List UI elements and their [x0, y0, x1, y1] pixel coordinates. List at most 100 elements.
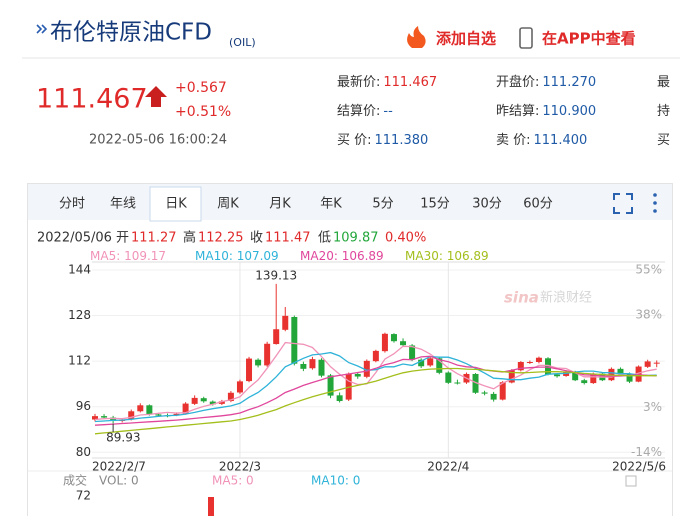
candle-body	[490, 393, 497, 400]
volume-y-tick: 72	[76, 489, 91, 503]
fullscreen-icon[interactable]	[613, 193, 633, 214]
candle-body	[427, 358, 434, 366]
tab[interactable]: 周K	[217, 197, 239, 212]
quote-field: 买 价: 111.380	[337, 133, 428, 148]
quote-field: 开盘价: 111.270	[496, 74, 596, 90]
legend-name: MA5	[90, 249, 116, 263]
candle-body	[110, 417, 117, 421]
volume-ma5: MA5: 0	[212, 474, 254, 488]
candle-body	[363, 360, 370, 377]
quote-field: 买	[657, 133, 670, 148]
volume-icon[interactable]	[625, 475, 637, 487]
x-tick-label: 2022/5/6	[612, 460, 666, 474]
y-tick-label: 112	[68, 354, 91, 368]
tab[interactable]: 15分	[420, 197, 450, 212]
tab[interactable]: 月K	[269, 197, 291, 212]
tab[interactable]: 60分	[523, 197, 553, 212]
field-label: 卖 价:	[496, 133, 531, 148]
candle-body	[173, 413, 180, 416]
add-watchlist-button[interactable]: 添加自选	[407, 26, 496, 48]
legend-entry: MA20: 106.89	[300, 249, 384, 263]
legend-name: MA10	[195, 249, 229, 263]
watermark-name: 新浪财经	[540, 290, 592, 306]
change-pct: +0.51%	[175, 104, 231, 120]
field-value: 111.467	[383, 75, 437, 90]
candle-body	[345, 373, 352, 400]
volume-bar	[208, 497, 214, 516]
candle-body	[626, 373, 633, 382]
candle-body	[481, 392, 488, 394]
candle-body	[137, 405, 144, 412]
candle-body	[327, 375, 334, 396]
candle-body	[209, 401, 216, 405]
candle-body	[635, 366, 642, 382]
volume-label: 成交	[63, 473, 87, 488]
field-label: 买	[657, 133, 670, 148]
field-label: 持	[657, 104, 670, 119]
field-label: 结算价:	[337, 104, 380, 119]
candle-body	[390, 334, 397, 342]
candle-body	[454, 382, 461, 384]
candle-body	[372, 350, 379, 362]
add-watchlist-label: 添加自选	[436, 30, 496, 48]
chart-panel	[27, 183, 673, 516]
volume-ma10: MA10: 0	[311, 474, 360, 488]
candle-body	[128, 411, 135, 420]
quote-time: 2022-05-06 16:00:24	[89, 133, 227, 148]
ma-line	[94, 341, 657, 421]
legend-name: MA20	[300, 249, 334, 263]
tab[interactable]: 日K	[165, 197, 187, 212]
open-app-button[interactable]: 在APP中查看	[519, 27, 636, 49]
price: 111.467	[36, 84, 148, 115]
tab[interactable]: 年线	[110, 197, 136, 212]
y2-tick-label: -14%	[631, 445, 662, 459]
legend-entry: MA5: 109.17	[90, 249, 166, 263]
info-item: 109.87	[333, 231, 379, 246]
change: +0.567	[175, 80, 227, 96]
field-label: 最新价:	[337, 74, 380, 90]
info-item: 低	[318, 231, 331, 246]
field-label: 开盘价:	[496, 74, 539, 90]
dot	[653, 209, 657, 213]
tab[interactable]: 年K	[320, 197, 342, 212]
field-value: --	[383, 104, 393, 119]
quote-field: 结算价: --	[337, 104, 393, 119]
info-item: 111.27	[131, 231, 177, 246]
volume-vol: VOL: 0	[99, 474, 139, 488]
tab[interactable]: 30分	[472, 197, 502, 212]
y2-tick-label: 55%	[635, 262, 662, 276]
x-tick-label: 2022/2/7	[92, 460, 146, 474]
candle-body	[155, 414, 162, 416]
candle-body	[436, 358, 443, 373]
legend-value: 106.89	[342, 249, 384, 263]
quote-field: 持	[657, 104, 670, 119]
tab[interactable]: 分时	[59, 197, 85, 212]
candle-body	[517, 361, 524, 371]
up-arrow	[145, 86, 167, 107]
candle-body	[554, 374, 561, 377]
candle-body	[535, 357, 542, 362]
candle-body	[264, 343, 271, 366]
field-value: 111.270	[542, 75, 596, 90]
phone-icon	[519, 27, 533, 49]
legend-sep: :	[116, 249, 124, 263]
more-icon[interactable]	[653, 193, 657, 213]
info-item: 高	[183, 230, 196, 246]
info-item: 0.40%	[385, 231, 426, 246]
legend-sep: :	[439, 249, 447, 263]
tab[interactable]: 5分	[372, 197, 393, 212]
ma-line	[94, 367, 657, 435]
candle-body	[526, 361, 533, 363]
ma-line	[94, 351, 657, 423]
candle-body	[617, 368, 624, 374]
legend-entry: MA30: 106.89	[405, 249, 489, 263]
candle-body	[418, 359, 425, 367]
fire-icon	[407, 26, 426, 48]
candle-body	[146, 405, 153, 415]
dot	[653, 201, 657, 205]
y-tick-label: 144	[68, 262, 91, 276]
candle-body	[336, 395, 343, 402]
legend-sep: :	[334, 249, 342, 263]
